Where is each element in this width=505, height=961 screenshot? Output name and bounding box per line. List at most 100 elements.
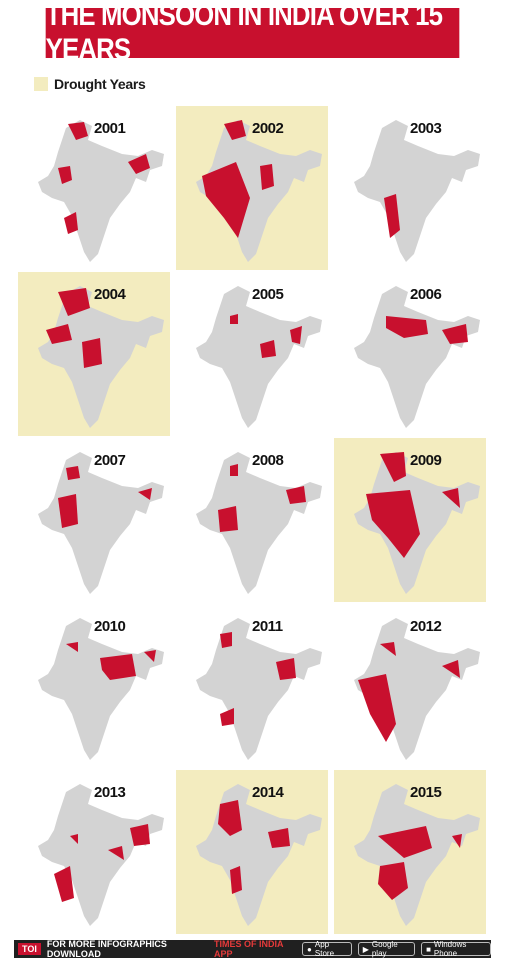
india-map-2014 — [196, 784, 322, 926]
page-title: THE MONSOON IN INDIA OVER 15 YEARS — [45, 0, 460, 66]
deficit-region — [386, 316, 428, 338]
india-outline — [196, 120, 322, 262]
deficit-region — [230, 866, 242, 894]
year-label: 2006 — [410, 286, 442, 303]
india-outline — [196, 452, 322, 594]
deficit-region — [220, 632, 232, 648]
deficit-region — [100, 654, 136, 680]
map-cell-2008: 2008 — [176, 438, 328, 602]
deficit-region — [260, 340, 276, 358]
deficit-region — [58, 288, 90, 316]
year-label: 2003 — [410, 120, 442, 137]
deficit-region — [224, 120, 246, 140]
map-cell-2014: 2014 — [176, 770, 328, 934]
india-map-2002 — [196, 120, 322, 262]
map-cell-2013: 2013 — [18, 770, 170, 934]
app-store-label: App Store — [314, 940, 335, 958]
map-cell-2005: 2005 — [176, 272, 328, 436]
deficit-region — [358, 674, 396, 742]
deficit-region — [218, 506, 238, 532]
india-outline — [38, 452, 164, 594]
india-outline — [196, 286, 322, 428]
deficit-region — [378, 862, 408, 900]
deficit-region — [442, 324, 468, 344]
app-name[interactable]: TIMES OF INDIA APP — [214, 939, 284, 959]
deficit-region — [384, 194, 400, 238]
deficit-region — [378, 826, 432, 858]
deficit-region — [202, 162, 250, 238]
deficit-region — [66, 642, 78, 652]
deficit-region — [130, 824, 150, 846]
deficit-region — [66, 466, 80, 480]
deficit-region — [286, 486, 306, 504]
india-map-2003 — [354, 120, 480, 262]
app-store-button[interactable]: ● App Store — [302, 940, 352, 958]
india-map-2009 — [354, 452, 480, 594]
year-label: 2010 — [94, 618, 126, 635]
deficit-region — [82, 338, 102, 368]
deficit-region — [58, 494, 78, 528]
map-cell-2012: 2012 — [334, 604, 486, 768]
india-outline — [196, 618, 322, 760]
india-outline — [354, 120, 480, 262]
india-map-2011 — [196, 618, 322, 760]
deficit-region — [276, 658, 296, 680]
play-icon: ▶ — [362, 944, 369, 954]
deficit-region — [144, 650, 156, 662]
india-map-2007 — [38, 452, 164, 594]
map-cell-2009: 2009 — [334, 438, 486, 602]
year-label: 2005 — [252, 286, 284, 303]
legend-swatch — [34, 77, 48, 91]
deficit-region — [46, 324, 72, 344]
apple-icon: ● — [307, 944, 312, 954]
map-cell-2007: 2007 — [18, 438, 170, 602]
deficit-region — [68, 122, 88, 140]
year-label: 2011 — [252, 618, 283, 635]
windows-phone-button[interactable]: ■ Windows Phone — [421, 940, 492, 958]
map-cell-2011: 2011 — [176, 604, 328, 768]
google-play-button[interactable]: ▶ Google play — [357, 940, 416, 958]
map-cell-2004: 2004 — [18, 272, 170, 436]
india-map-2005 — [196, 286, 322, 428]
india-map-2010 — [38, 618, 164, 760]
india-map-2013 — [38, 784, 164, 926]
toi-logo: TOI — [18, 943, 41, 955]
deficit-region — [442, 488, 460, 508]
deficit-region — [64, 212, 78, 234]
footer: TOI FOR MORE INFOGRAPHICS DOWNLOAD TIMES… — [14, 939, 492, 959]
year-label: 2004 — [94, 286, 126, 303]
map-cell-2001: 2001 — [18, 106, 170, 270]
deficit-region — [138, 488, 152, 500]
india-outline — [38, 784, 164, 926]
windows-icon: ■ — [426, 944, 431, 954]
india-map-2001 — [38, 120, 164, 262]
india-map-2008 — [196, 452, 322, 594]
year-label: 2015 — [410, 784, 442, 801]
india-outline — [196, 784, 322, 926]
map-cell-2015: 2015 — [334, 770, 486, 934]
deficit-region — [218, 800, 242, 836]
year-label: 2007 — [94, 452, 126, 469]
deficit-region — [268, 828, 290, 848]
year-label: 2012 — [410, 618, 442, 635]
legend: Drought Years — [34, 76, 146, 92]
india-map-2012 — [354, 618, 480, 760]
india-outline — [354, 784, 480, 926]
windows-phone-label: Windows Phone — [433, 940, 467, 958]
india-outline — [354, 618, 480, 760]
deficit-region — [380, 642, 396, 656]
india-outline — [38, 120, 164, 262]
deficit-region — [128, 154, 150, 174]
deficit-region — [220, 708, 234, 726]
india-map-2015 — [354, 784, 480, 926]
map-cell-2006: 2006 — [334, 272, 486, 436]
deficit-region — [260, 164, 274, 190]
deficit-region — [380, 452, 406, 482]
india-outline — [354, 286, 480, 428]
deficit-region — [442, 660, 460, 678]
deficit-region — [54, 866, 74, 902]
year-label: 2013 — [94, 784, 126, 801]
deficit-region — [290, 326, 302, 344]
map-cell-2002: 2002 — [176, 106, 328, 270]
google-play-label: Google play — [371, 940, 398, 958]
